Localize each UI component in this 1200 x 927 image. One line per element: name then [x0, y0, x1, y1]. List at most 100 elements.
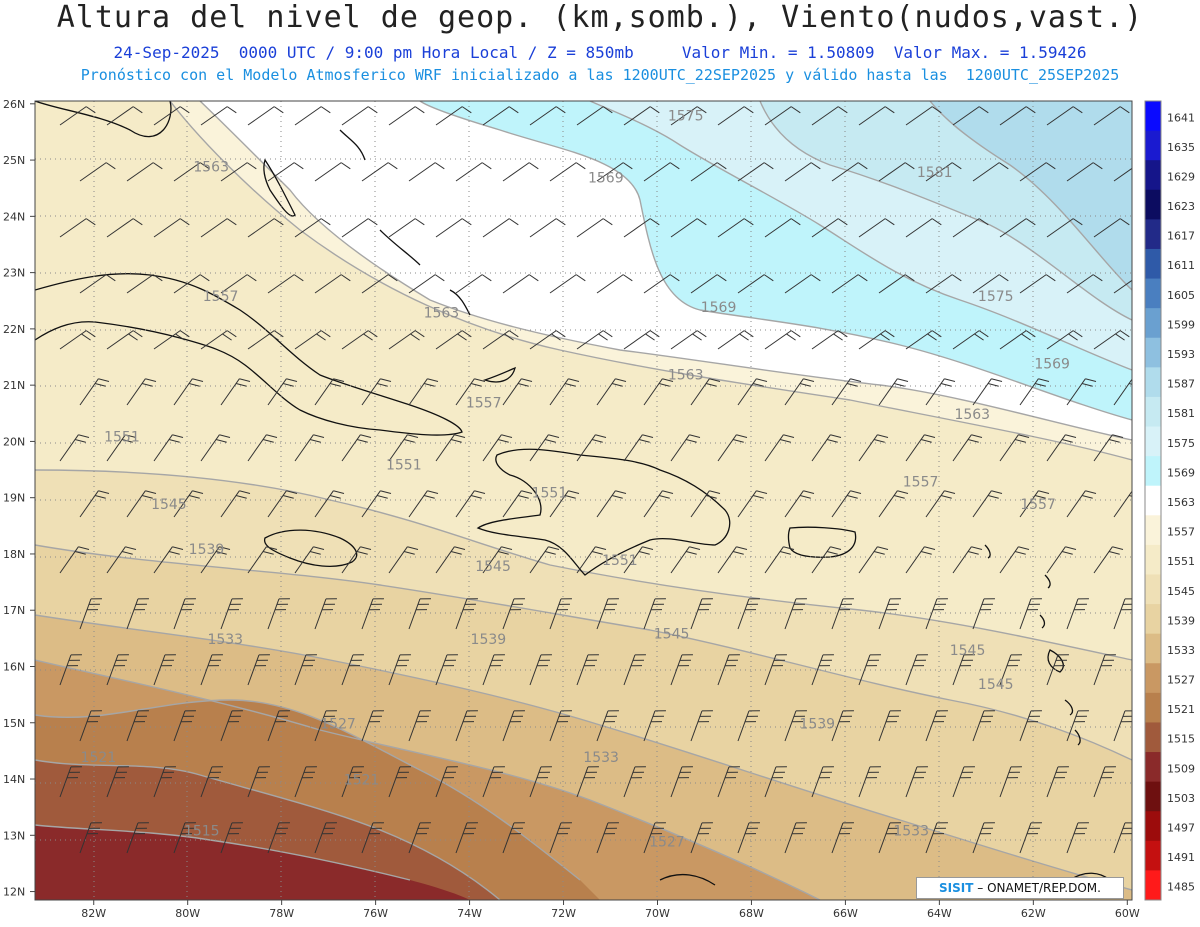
contour-label: 1569: [701, 300, 737, 316]
wind-barb: [925, 162, 962, 182]
wind-barb: [549, 274, 586, 294]
wind-barb: [220, 162, 257, 182]
wind-barb: [173, 822, 196, 854]
wind-barb: [999, 654, 1022, 686]
colorbar-swatch: [1145, 870, 1161, 901]
wind-barb: [1093, 546, 1124, 574]
contour-label: 1521: [81, 750, 117, 766]
lon-tick-label: 70W: [645, 907, 670, 920]
colorbar-label: 1497: [1167, 821, 1195, 834]
wind-barb: [1046, 106, 1083, 126]
wind-barb: [455, 274, 492, 294]
wind-barb: [435, 654, 458, 686]
wind-barb: [247, 330, 284, 350]
colorbar: 1641 1635 1629 1623 1617 1611 1605 1599 1593 1587…: [1144, 100, 1195, 901]
contour-label: 1533: [207, 632, 243, 648]
contour-label: 1539: [799, 716, 835, 732]
lon-tick-label: 74W: [457, 907, 482, 920]
valid-time-subtitle: 24-Sep-2025 0000 UTC / 9:00 pm Hora Loca…: [113, 43, 1087, 62]
colorbar-label: 1641: [1167, 111, 1195, 124]
wind-barb: [1113, 378, 1132, 406]
wind-barb: [905, 654, 928, 686]
wind-barb: [878, 710, 901, 742]
wind-barb: [455, 598, 478, 630]
wind-barb: [925, 822, 948, 854]
contour-label: 1551: [532, 486, 568, 502]
colorbar-swatch: [1145, 811, 1161, 842]
wind-barb: [314, 274, 351, 294]
wind-barb: [764, 330, 801, 350]
lon-tick-label: 80W: [175, 907, 200, 920]
wind-barb: [1113, 710, 1132, 742]
wind-barb: [435, 766, 458, 798]
contour-labels: 1575 1569 1581 1563 1575 1569 1557 1563 1569 1563…: [81, 109, 1070, 851]
wind-barb: [153, 546, 184, 574]
wind-barb: [831, 378, 862, 406]
wind-barb: [341, 434, 372, 462]
wind-barb: [1113, 598, 1132, 630]
wind-barb: [200, 106, 237, 126]
wind-barb: [643, 822, 666, 854]
wind-barb: [784, 162, 821, 182]
wind-barb: [341, 106, 378, 126]
colorbar-label: 1581: [1167, 407, 1195, 420]
wind-barb: [643, 710, 666, 742]
contour-label: 1539: [189, 542, 225, 558]
wind-barb: [623, 654, 646, 686]
wind-barb: [764, 654, 787, 686]
wind-barb: [267, 490, 298, 518]
lat-tick-label: 18N: [3, 548, 25, 561]
wind-barb: [153, 766, 176, 798]
wind-barb: [341, 546, 372, 574]
wind-barb: [670, 330, 707, 350]
wind-barb: [247, 434, 278, 462]
contour-label: 1515: [184, 823, 220, 839]
wind-barb: [1066, 490, 1097, 518]
wind-barb: [925, 490, 956, 518]
wind-barb: [361, 598, 384, 630]
wind-barb: [529, 546, 560, 574]
wind-barb: [784, 598, 807, 630]
colorbar-label: 1533: [1167, 644, 1195, 657]
wind-barb: [878, 598, 901, 630]
wind-barb: [220, 378, 251, 406]
colorbar-swatch: [1145, 663, 1161, 694]
contour-label: 1551: [602, 553, 638, 569]
wind-barb: [717, 546, 748, 574]
wind-barb: [1066, 598, 1089, 630]
wind-barb: [455, 378, 486, 406]
wind-barb: [294, 654, 317, 686]
wind-barb: [482, 106, 519, 126]
wind-barb: [408, 162, 445, 182]
wind-barb: [529, 654, 552, 686]
contour-label: 1575: [978, 289, 1014, 305]
colorbar-swatch: [1145, 544, 1161, 575]
colorbar-swatch: [1145, 752, 1161, 783]
wind-barb: [643, 274, 680, 294]
wind-barb: [79, 162, 116, 182]
wind-barb: [482, 218, 519, 238]
wind-barb: [1019, 822, 1042, 854]
wind-barb: [529, 434, 560, 462]
colorbar-swatch: [1145, 515, 1161, 546]
credit-text: – ONAMET/REP.DOM.: [977, 881, 1101, 895]
wind-barb: [811, 330, 848, 350]
colorbar-swatch: [1145, 278, 1161, 309]
contour-label: 1545: [654, 626, 690, 642]
wind-barb: [925, 598, 948, 630]
wind-barb: [1046, 766, 1069, 798]
colorbar-label: 1569: [1167, 466, 1195, 479]
contour-label: 1575: [668, 109, 704, 125]
wind-barb: [1113, 822, 1132, 854]
wind-barb: [784, 490, 815, 518]
wind-barb: [1019, 378, 1050, 406]
wind-barb: [247, 766, 270, 798]
wind-barb: [1046, 546, 1077, 574]
wind-barb: [670, 546, 701, 574]
wind-barb: [690, 274, 727, 294]
wind-barb: [623, 106, 660, 126]
wind-barb: [1046, 654, 1069, 686]
wind-barb: [529, 766, 552, 798]
colorbar-label: 1521: [1167, 703, 1195, 716]
lon-tick-label: 78W: [269, 907, 294, 920]
